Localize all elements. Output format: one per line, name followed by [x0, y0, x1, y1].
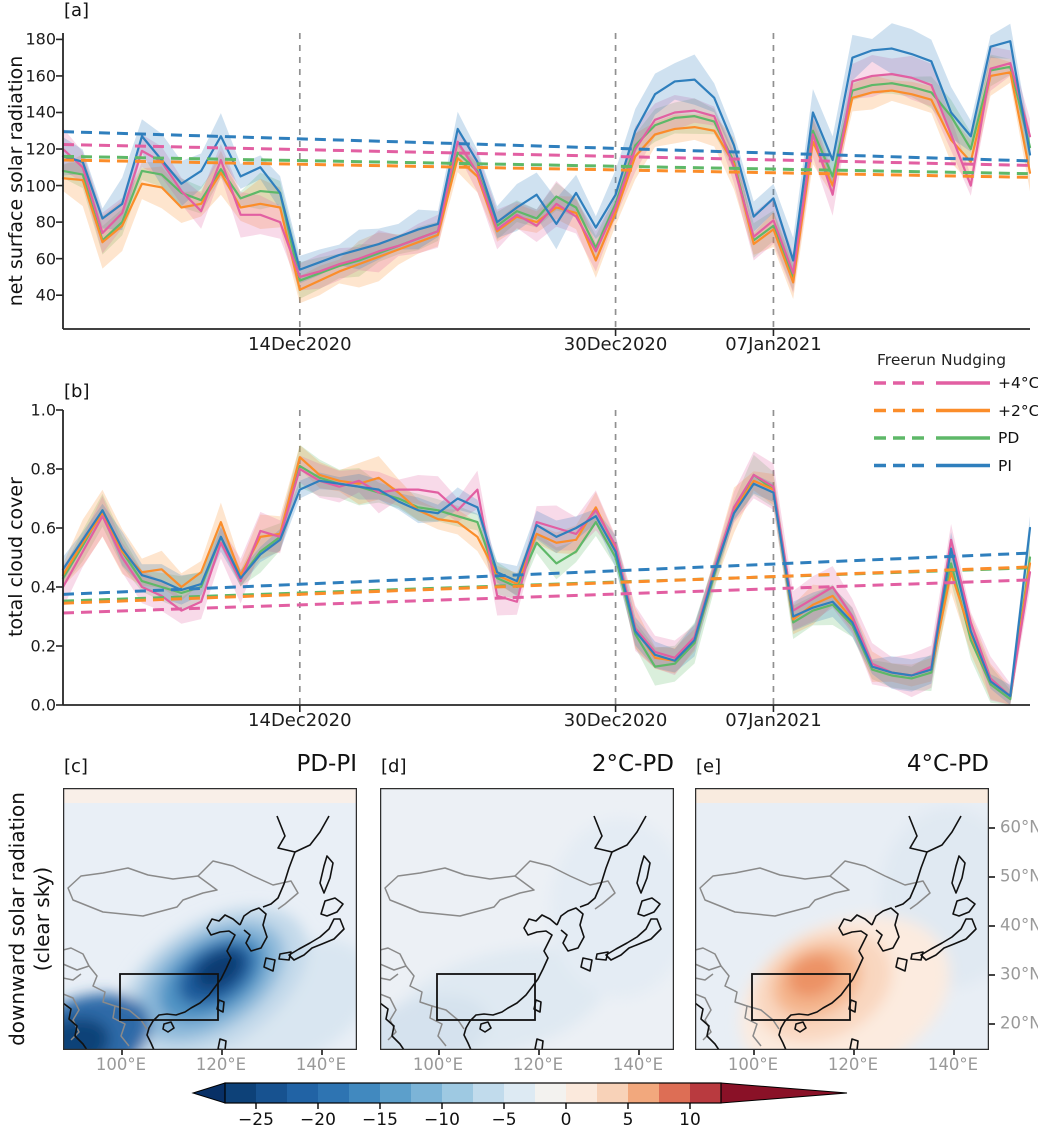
- map-2-lontickmark-0: [753, 1050, 755, 1055]
- panel-a-ytick-40: 40: [35, 285, 56, 305]
- map-canvas-1: [380, 788, 674, 1050]
- map-canvas-0: [63, 788, 357, 1050]
- map-1-lontickmark-1: [538, 1050, 540, 1055]
- panel-a-ytick-60: 60: [35, 249, 56, 269]
- map-0-lontickmark-1: [221, 1050, 223, 1055]
- lattickmark-1: [989, 876, 995, 878]
- map-2-lontick-140°E: 140°E: [927, 1055, 979, 1074]
- legend-label-PI: PI: [998, 456, 1012, 475]
- map-4c-minus-pd: [695, 788, 989, 1050]
- panel-b-xtick-14Dec2020: 14Dec2020: [248, 710, 352, 731]
- map-2-lontick-100°E: 100°E: [727, 1055, 779, 1074]
- panel-a-xtick-30Dec2020: 30Dec2020: [563, 334, 668, 355]
- panel-b-ytick-0.0: 0.0: [30, 695, 56, 715]
- colorbar-tick-5: 5: [622, 1110, 634, 1130]
- lattick-60°N: 60°N: [1000, 817, 1038, 837]
- legend-nudging-header: Nudging: [941, 351, 1007, 369]
- map-0-lontick-100°E: 100°E: [95, 1055, 147, 1074]
- panel-b-ytick-0.4: 0.4: [30, 577, 56, 597]
- colorbar-tick-−15: −15: [362, 1110, 398, 1130]
- panel-b-ytick-0.6: 0.6: [30, 518, 56, 538]
- map-0-lontick-120°E: 120°E: [195, 1055, 247, 1074]
- legend-label-+4°C: +4°C: [998, 374, 1038, 392]
- map-e-title: 4°C-PD: [906, 751, 989, 777]
- panel-a-ytick-180: 180: [25, 29, 56, 49]
- colorbar-tick-−20: −20: [300, 1110, 336, 1130]
- colorbar-tick-−25: −25: [238, 1110, 274, 1130]
- map-0-lontick-140°E: 140°E: [295, 1055, 347, 1074]
- legend-label-PD: PD: [998, 429, 1020, 447]
- colorbar-tick-10: 10: [679, 1110, 701, 1130]
- panel-b-ytick-0.2: 0.2: [30, 636, 56, 656]
- map-2-lontick-120°E: 120°E: [827, 1055, 879, 1074]
- lattick-30°N: 30°N: [1000, 964, 1038, 984]
- lattick-50°N: 50°N: [1000, 866, 1038, 886]
- maps-row-label-line2: (clear sky): [30, 866, 54, 972]
- map-2c-minus-pd: [380, 788, 674, 1050]
- map-1-lontick-140°E: 140°E: [612, 1055, 664, 1074]
- panel-a-xtick-14Dec2020: 14Dec2020: [248, 334, 352, 355]
- map-1-lontick-120°E: 120°E: [512, 1055, 564, 1074]
- map-2-lontickmark-2: [953, 1050, 955, 1055]
- panel-b-xtick-30Dec2020: 30Dec2020: [563, 710, 668, 731]
- maps-row-label-line1: downward solar radiation: [5, 792, 29, 1046]
- legend-line-samples: [874, 381, 990, 468]
- map-1-lontick-100°E: 100°E: [412, 1055, 464, 1074]
- maps-row-label: downward solar radiation (clear sky): [5, 792, 55, 1046]
- panel-a-ytick-120: 120: [25, 139, 56, 159]
- panel-b-letter: [b]: [64, 381, 90, 402]
- panel-a-ytick-80: 80: [35, 212, 56, 232]
- panel-a-ytick-160: 160: [25, 66, 56, 86]
- map-canvas-2: [695, 788, 989, 1050]
- map-1-lontickmark-2: [638, 1050, 640, 1055]
- panel-b-ytick-1.0: 1.0: [30, 400, 56, 420]
- panel-b-xtick-07Jan2021: 07Jan2021: [725, 710, 822, 731]
- map-0-lontickmark-0: [121, 1050, 123, 1055]
- map-pd-minus-pi: [63, 788, 357, 1050]
- panel-b-ylabel: total cloud cover: [5, 477, 27, 637]
- lattick-40°N: 40°N: [1000, 915, 1038, 935]
- panel-b-ytick-0.8: 0.8: [30, 459, 56, 479]
- legend-freerun-header: Freerun: [877, 351, 936, 369]
- lattickmark-3: [989, 974, 995, 976]
- colorbar-tick-−5: −5: [491, 1110, 517, 1130]
- panel-d-letter: [d]: [381, 756, 407, 777]
- map-0-lontickmark-2: [321, 1050, 323, 1055]
- map-1-lontickmark-0: [438, 1050, 440, 1055]
- lattickmark-0: [989, 827, 995, 829]
- panel-e-letter: [e]: [696, 756, 722, 777]
- lattickmark-2: [989, 925, 995, 927]
- legend-label-+2°C: +2°C: [998, 401, 1038, 420]
- lattick-20°N: 20°N: [1000, 1013, 1038, 1033]
- lattickmark-4: [989, 1023, 995, 1025]
- map-2-lontickmark-1: [853, 1050, 855, 1055]
- timeseries-plot-area: [56, 23, 1032, 712]
- panel-a-xtick-07Jan2021: 07Jan2021: [725, 334, 822, 355]
- colorbar: [191, 1082, 848, 1109]
- panel-c-letter: [c]: [64, 756, 88, 777]
- colorbar-tick-0: 0: [560, 1110, 572, 1130]
- panel-a-ytick-100: 100: [25, 176, 56, 196]
- colorbar-tick-−10: −10: [424, 1110, 460, 1130]
- map-d-title: 2°C-PD: [591, 751, 674, 777]
- panel-a-letter: [a]: [64, 0, 90, 21]
- panel-a-ytick-140: 140: [25, 102, 56, 122]
- map-c-title: PD-PI: [296, 751, 357, 777]
